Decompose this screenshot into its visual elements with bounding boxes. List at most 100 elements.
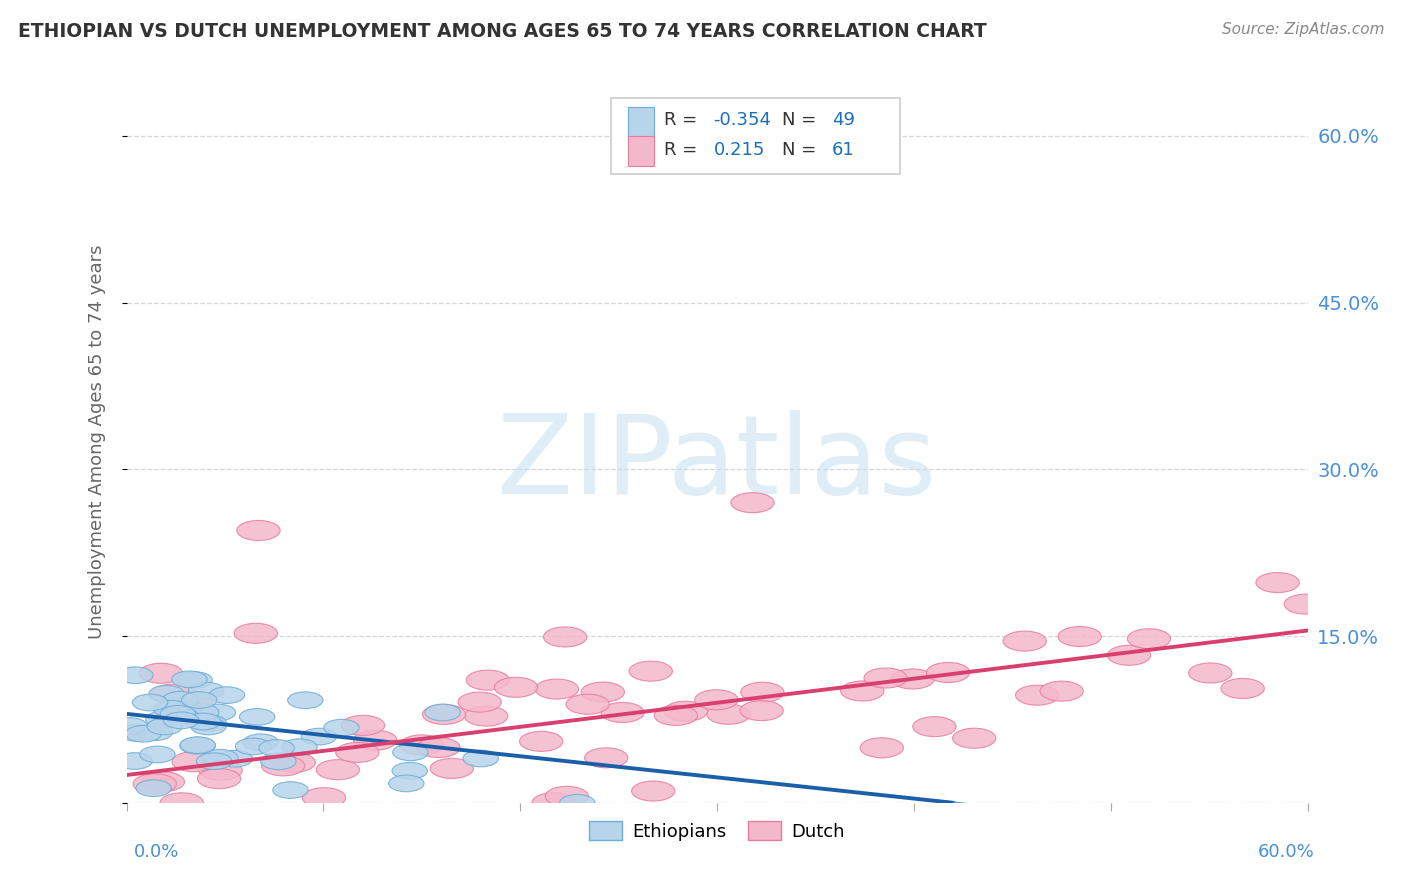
Ellipse shape (163, 712, 198, 729)
Ellipse shape (273, 781, 308, 798)
Ellipse shape (1059, 626, 1101, 647)
Ellipse shape (200, 760, 242, 780)
Ellipse shape (180, 738, 215, 754)
Ellipse shape (302, 788, 346, 807)
Ellipse shape (567, 694, 609, 714)
Ellipse shape (180, 737, 215, 754)
Ellipse shape (323, 719, 359, 736)
Ellipse shape (1284, 594, 1327, 614)
Ellipse shape (191, 718, 226, 735)
Ellipse shape (139, 664, 183, 683)
Ellipse shape (202, 749, 238, 766)
Ellipse shape (740, 700, 783, 721)
Ellipse shape (458, 692, 502, 712)
Ellipse shape (388, 775, 425, 792)
Ellipse shape (197, 753, 232, 770)
Ellipse shape (664, 701, 707, 722)
Ellipse shape (546, 787, 589, 806)
Ellipse shape (181, 691, 217, 708)
Ellipse shape (117, 753, 152, 770)
Y-axis label: Unemployment Among Ages 65 to 74 years: Unemployment Among Ages 65 to 74 years (87, 244, 105, 639)
Ellipse shape (235, 624, 277, 643)
Ellipse shape (631, 781, 675, 801)
Ellipse shape (1040, 681, 1084, 701)
Ellipse shape (707, 705, 751, 724)
Ellipse shape (1188, 663, 1232, 683)
Text: ZIPatlas: ZIPatlas (498, 409, 936, 516)
Text: 61: 61 (831, 141, 855, 159)
Ellipse shape (654, 706, 697, 725)
Ellipse shape (731, 492, 775, 513)
Ellipse shape (259, 739, 294, 756)
Ellipse shape (139, 746, 176, 763)
Ellipse shape (177, 672, 212, 689)
Ellipse shape (262, 756, 305, 776)
Ellipse shape (191, 714, 226, 731)
Ellipse shape (392, 763, 427, 779)
Ellipse shape (467, 670, 509, 690)
Ellipse shape (1108, 645, 1150, 665)
Ellipse shape (160, 793, 204, 813)
Ellipse shape (301, 728, 336, 745)
Ellipse shape (912, 716, 956, 737)
Ellipse shape (188, 682, 224, 698)
Text: N =: N = (782, 141, 823, 159)
Ellipse shape (243, 734, 278, 751)
Ellipse shape (628, 661, 672, 681)
Text: R =: R = (664, 141, 703, 159)
Ellipse shape (273, 752, 315, 772)
Ellipse shape (860, 738, 904, 758)
Ellipse shape (217, 750, 253, 767)
Ellipse shape (163, 691, 198, 708)
Ellipse shape (353, 731, 396, 750)
Text: -0.354: -0.354 (713, 112, 772, 129)
Text: R =: R = (664, 112, 703, 129)
Ellipse shape (336, 742, 380, 763)
FancyBboxPatch shape (628, 136, 654, 167)
Ellipse shape (239, 708, 274, 725)
Text: 49: 49 (831, 112, 855, 129)
Ellipse shape (1002, 631, 1046, 651)
Ellipse shape (841, 681, 884, 701)
Ellipse shape (160, 706, 195, 723)
Ellipse shape (141, 772, 184, 792)
Ellipse shape (136, 780, 172, 797)
Ellipse shape (118, 724, 153, 741)
Ellipse shape (165, 708, 200, 725)
Ellipse shape (235, 738, 271, 755)
Ellipse shape (1128, 629, 1171, 648)
Ellipse shape (416, 738, 460, 757)
Ellipse shape (695, 690, 738, 710)
Ellipse shape (118, 667, 153, 683)
Ellipse shape (146, 711, 181, 728)
Ellipse shape (172, 671, 207, 688)
Ellipse shape (138, 723, 173, 740)
Ellipse shape (544, 627, 586, 647)
Ellipse shape (425, 704, 460, 721)
Ellipse shape (183, 704, 219, 721)
Ellipse shape (149, 685, 184, 702)
Ellipse shape (536, 679, 578, 699)
Ellipse shape (422, 705, 465, 724)
Ellipse shape (891, 669, 935, 689)
Ellipse shape (581, 682, 624, 702)
Ellipse shape (1015, 685, 1059, 706)
Ellipse shape (520, 731, 562, 751)
Text: 0.0%: 0.0% (134, 843, 179, 861)
Ellipse shape (585, 747, 628, 768)
Ellipse shape (600, 703, 644, 723)
Ellipse shape (495, 677, 537, 698)
Ellipse shape (863, 668, 907, 688)
Ellipse shape (172, 752, 215, 772)
Ellipse shape (1220, 679, 1264, 698)
Ellipse shape (112, 718, 148, 734)
Ellipse shape (463, 750, 498, 767)
Ellipse shape (197, 769, 240, 789)
Ellipse shape (125, 725, 162, 742)
Ellipse shape (260, 753, 297, 770)
Text: 0.215: 0.215 (713, 141, 765, 159)
Ellipse shape (288, 692, 323, 708)
Ellipse shape (741, 682, 785, 702)
Ellipse shape (281, 739, 318, 756)
Ellipse shape (186, 713, 221, 730)
